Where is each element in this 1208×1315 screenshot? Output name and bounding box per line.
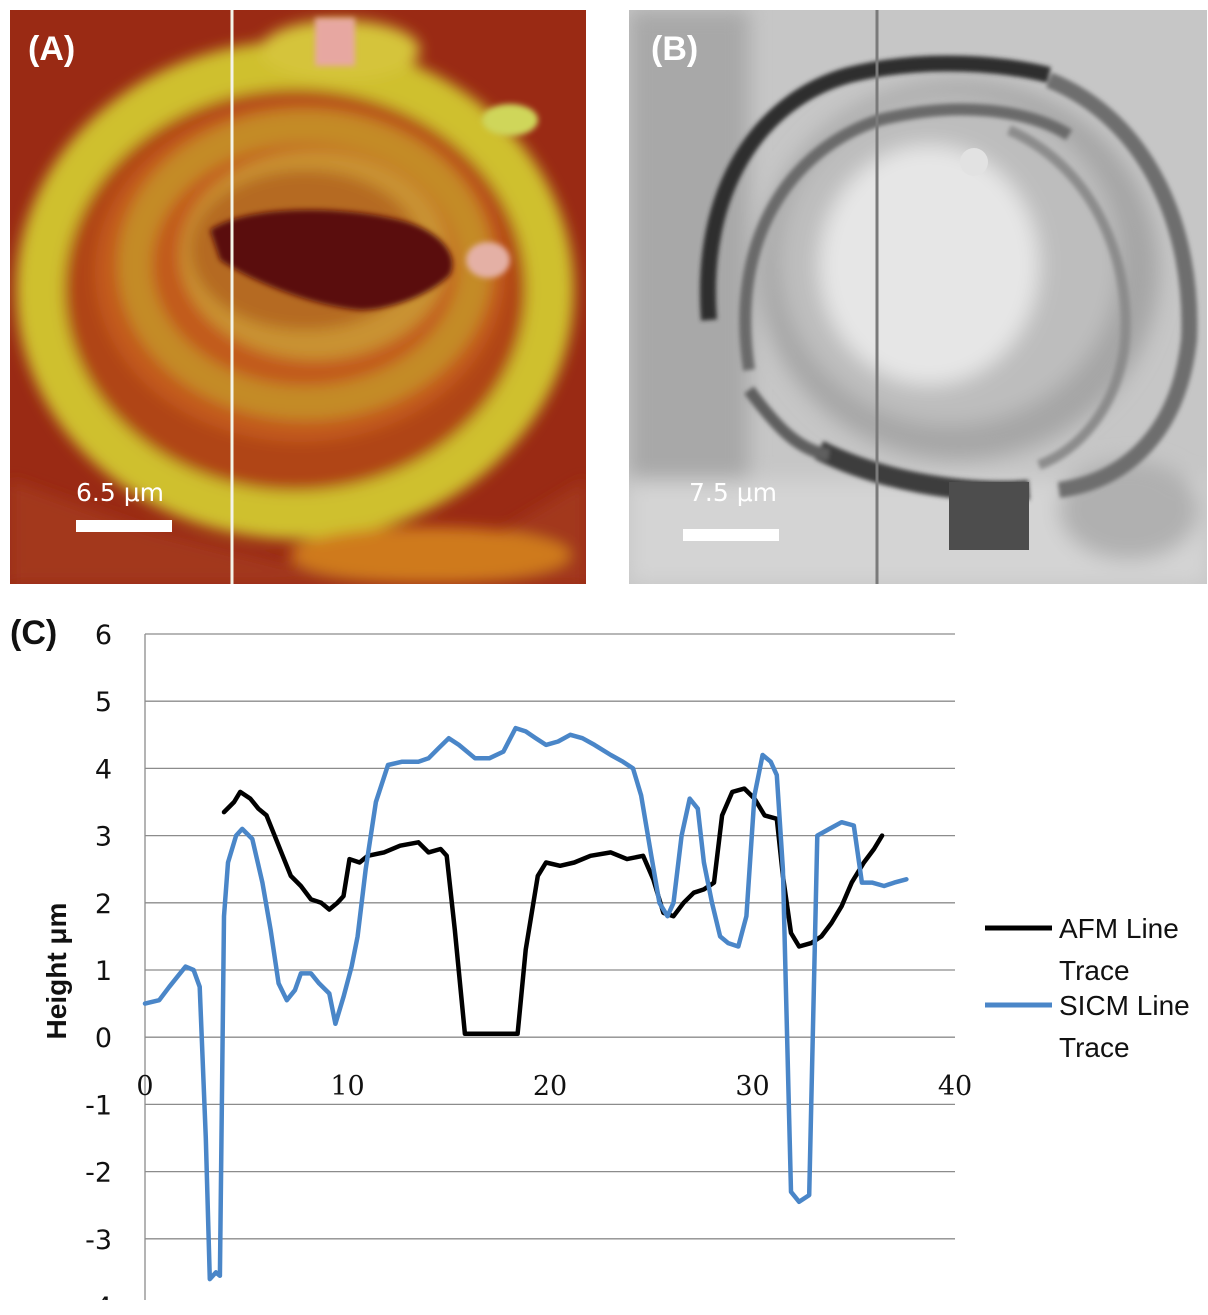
sicm-image-panel: (B) 7.5 μm <box>629 10 1207 584</box>
chart-gridlines <box>144 633 955 1300</box>
afm-topography-image <box>10 10 586 584</box>
panel-a-scale-bar <box>76 520 172 532</box>
y-tick-label: 0 <box>95 1023 112 1054</box>
x-tick-label: 20 <box>533 1071 567 1102</box>
legend-label: SICM Line Trace <box>1059 990 1190 1063</box>
panel-c-label: (C) <box>10 614 58 652</box>
y-tick-label: 1 <box>95 956 112 987</box>
x-tick-label: 30 <box>735 1071 769 1102</box>
y-tick-label: 6 <box>95 620 112 651</box>
y-tick-label: 4 <box>95 754 112 785</box>
panel-a-scale-text: 6.5 μm <box>76 478 164 507</box>
y-tick-label: -1 <box>85 1090 112 1121</box>
x-tick-label: 40 <box>938 1071 972 1102</box>
panel-b-label: (B) <box>651 30 699 68</box>
legend-label: AFM Line Trace <box>1059 913 1179 986</box>
sicm-dark-artifact <box>949 482 1029 550</box>
y-tick-label: -4 <box>85 1292 112 1300</box>
y-tick-label: 5 <box>95 687 112 718</box>
sicm-topography-image <box>629 10 1207 584</box>
x-tick-label: 0 <box>136 1071 153 1102</box>
y-axis-label: Height μm <box>41 903 72 1040</box>
y-tick-label: 3 <box>95 822 112 853</box>
x-tick-label: 10 <box>330 1071 364 1102</box>
afm-image-panel: (A) 6.5 μm <box>10 10 586 584</box>
panel-a-label: (A) <box>28 30 76 68</box>
chart-series <box>142 725 909 1282</box>
panel-b-scale-text: 7.5 μm <box>689 478 777 507</box>
y-tick-label: -3 <box>85 1225 112 1256</box>
panel-b-scale-bar <box>683 529 779 541</box>
series-line-sicm <box>142 725 909 1282</box>
y-tick-label: 2 <box>95 889 112 920</box>
y-tick-label: -2 <box>85 1158 112 1189</box>
